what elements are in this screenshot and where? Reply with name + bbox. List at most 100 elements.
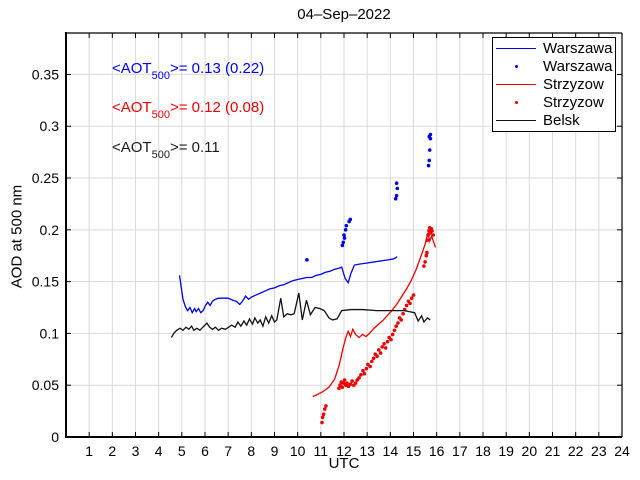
annotation-strzyzow-mean: <AOT500>= 0.12 (0.08) xyxy=(112,99,265,121)
line-sample-icon xyxy=(493,119,539,121)
series-dot-strzyzow xyxy=(321,412,326,417)
annotation-warszawa-mean: <AOT500>= 0.13 (0.22) xyxy=(112,60,264,82)
series-dot-strzyzow xyxy=(385,339,390,344)
series-dot-strzyzow xyxy=(380,345,385,349)
x-tick-label: 4 xyxy=(155,443,163,459)
y-tick-label: 0.05 xyxy=(32,377,59,393)
series-dot-warszawa xyxy=(340,243,345,248)
annotation-text: 500 xyxy=(151,109,170,121)
dot-marker xyxy=(514,65,518,69)
series-dot-warszawa xyxy=(342,233,346,237)
series-dot-warszawa xyxy=(426,163,431,168)
series-dot-strzyzow xyxy=(424,253,429,258)
x-axis-label: UTC xyxy=(328,455,360,472)
legend: Warszawa Warszawa Strzyzow Strzyzow Belsk xyxy=(492,37,616,132)
series-dot-strzyzow xyxy=(378,351,383,355)
annotation-text: 500 xyxy=(151,70,170,82)
series-dot-strzyzow xyxy=(408,301,412,306)
line-marker xyxy=(496,119,536,121)
y-tick-label: 0.15 xyxy=(32,274,59,290)
series-dot-strzyzow xyxy=(422,264,426,268)
series-dot-strzyzow xyxy=(357,376,361,380)
legend-item-warszawa-line: Warszawa xyxy=(493,40,615,57)
x-tick-label: 5 xyxy=(178,443,186,459)
series-dot-warszawa xyxy=(427,148,432,152)
x-tick-label: 1 xyxy=(85,443,93,459)
dot-sample-icon xyxy=(493,65,539,69)
y-tick-label: 0.3 xyxy=(40,118,60,134)
series-dot-strzyzow xyxy=(322,407,327,411)
series-dot-warszawa xyxy=(305,258,309,262)
series-dot-strzyzow xyxy=(401,311,405,316)
annotation-text: <AOT xyxy=(112,60,152,77)
x-tick-label: 17 xyxy=(452,443,468,459)
series-dot-warszawa xyxy=(428,132,433,137)
series-dot-strzyzow xyxy=(340,385,345,390)
x-tick-label: 10 xyxy=(290,443,306,459)
series-dot-strzyzow xyxy=(411,293,416,297)
series-dot-warszawa xyxy=(341,240,346,245)
series-line-warszawa xyxy=(178,256,398,315)
series-dot-strzyzow xyxy=(370,359,374,364)
annotation-belsk-mean: <AOT500>= 0.11 xyxy=(112,139,220,161)
x-tick-label: 12 xyxy=(336,443,352,459)
series-dot-strzyzow xyxy=(382,341,386,346)
series-dot-strzyzow xyxy=(359,373,363,377)
series-dot-strzyzow xyxy=(383,346,388,350)
series-dot-warszawa xyxy=(348,217,353,222)
series-line-belsk xyxy=(170,292,431,338)
series-dot-strzyzow xyxy=(324,404,328,408)
annotation-text: <AOT xyxy=(112,99,152,116)
series-dot-strzyzow xyxy=(366,362,370,367)
x-tick-label: 3 xyxy=(132,443,140,459)
series-dot-strzyzow xyxy=(426,233,430,237)
series-dot-strzyzow xyxy=(350,379,354,383)
series-dot-warszawa xyxy=(394,193,399,198)
series-dot-strzyzow xyxy=(375,354,379,359)
x-tick-label: 9 xyxy=(271,443,279,459)
series-dot-strzyzow xyxy=(353,381,358,385)
y-tick-label: 0 xyxy=(51,429,59,445)
x-tick-label: 18 xyxy=(475,443,491,459)
x-tick-label: 11 xyxy=(314,443,329,459)
x-tick-label: 20 xyxy=(522,443,538,459)
series-dot-strzyzow xyxy=(341,381,346,385)
series-dot-strzyzow xyxy=(409,296,414,300)
line-sample-icon xyxy=(493,83,539,85)
annotation-text: >= 0.12 (0.08) xyxy=(169,99,265,116)
series-dot-strzyzow xyxy=(425,238,430,242)
series-dot-warszawa xyxy=(395,186,400,191)
series-dot-strzyzow xyxy=(389,337,393,342)
x-tick-label: 8 xyxy=(247,443,255,459)
series-dot-strzyzow xyxy=(361,368,365,373)
annotation-text: >= 0.11 xyxy=(169,139,220,156)
series-dot-strzyzow xyxy=(337,386,341,391)
series-dot-strzyzow xyxy=(362,372,367,376)
chart-title: 04–Sep–2022 xyxy=(297,6,391,23)
x-tick-label: 22 xyxy=(568,443,584,459)
y-tick-label: 0.1 xyxy=(40,325,60,341)
series-dot-warszawa xyxy=(342,236,347,240)
y-tick-label: 0.2 xyxy=(40,222,60,238)
series-dot-strzyzow xyxy=(423,260,427,264)
series-dot-warszawa xyxy=(344,223,349,228)
series-dot-strzyzow xyxy=(430,229,434,233)
series-dot-strzyzow xyxy=(404,303,409,308)
series-dot-strzyzow xyxy=(394,324,398,328)
x-tick-label: 21 xyxy=(545,443,561,459)
legend-label: Warszawa xyxy=(543,40,613,58)
x-tick-label: 6 xyxy=(201,443,209,459)
series-dot-strzyzow xyxy=(338,383,342,388)
dot-sample-icon xyxy=(493,100,539,104)
x-tick-label: 2 xyxy=(108,443,116,459)
y-tick-label: 0.35 xyxy=(32,66,59,82)
series-dot-warszawa xyxy=(343,228,348,232)
series-dot-strzyzow xyxy=(390,332,395,337)
series-dot-warszawa xyxy=(393,196,398,201)
series-dot-warszawa xyxy=(427,158,432,163)
x-tick-label: 23 xyxy=(591,443,607,459)
series-dot-strzyzow xyxy=(320,415,325,420)
legend-label: Warszawa xyxy=(543,58,613,76)
legend-label: Belsk xyxy=(543,111,580,129)
